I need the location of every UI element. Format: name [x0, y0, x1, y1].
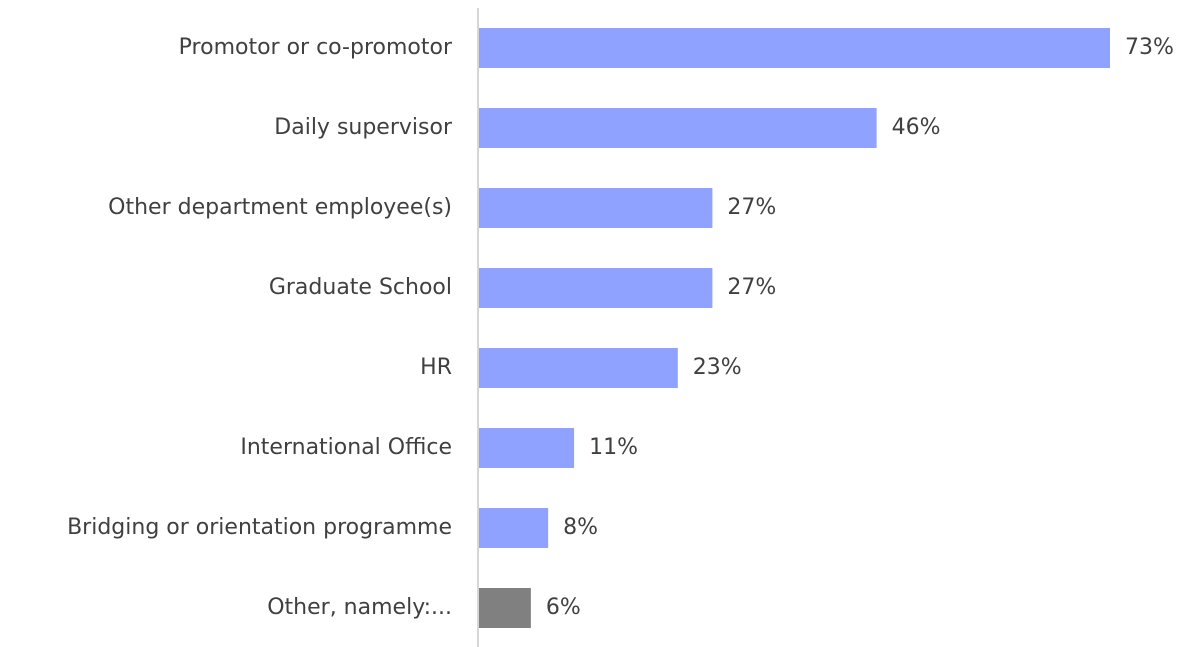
category-label: International Office — [240, 435, 452, 460]
value-label: 11% — [589, 435, 638, 460]
value-label: 46% — [892, 115, 941, 140]
category-label: Other, namely:... — [267, 595, 452, 620]
category-label: Other department employee(s) — [108, 195, 452, 220]
bar — [479, 348, 678, 388]
bar — [479, 588, 531, 628]
category-label: Promotor or co-promotor — [179, 35, 453, 60]
category-label: Graduate School — [269, 275, 452, 300]
category-label: HR — [420, 355, 452, 380]
bar — [479, 428, 575, 468]
value-label: 73% — [1125, 35, 1174, 60]
category-label: Daily supervisor — [274, 115, 453, 140]
bar — [479, 508, 549, 548]
bar — [479, 268, 713, 308]
value-label: 27% — [727, 275, 776, 300]
bar — [479, 28, 1110, 68]
value-label: 27% — [727, 195, 776, 220]
category-label: Bridging or orientation programme — [67, 515, 452, 540]
bar — [479, 188, 713, 228]
bar — [479, 108, 877, 148]
value-label: 6% — [546, 595, 581, 620]
value-label: 23% — [693, 355, 742, 380]
value-label: 8% — [563, 515, 598, 540]
